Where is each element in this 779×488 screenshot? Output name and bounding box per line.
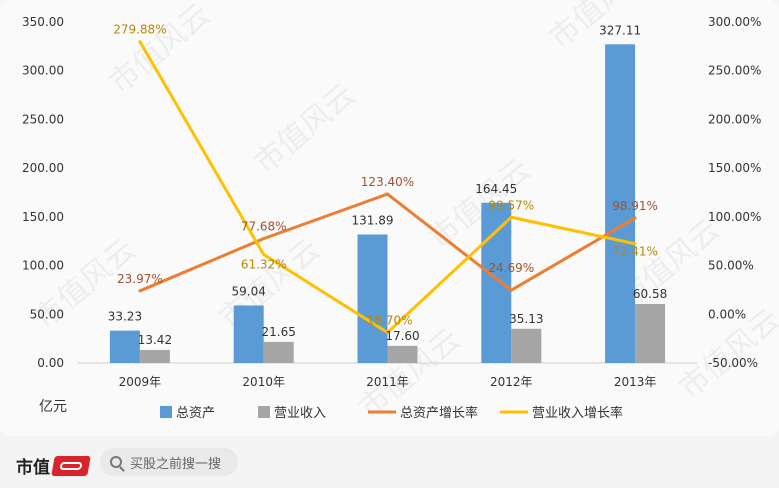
bar-data-label: 17.60 [385,329,419,343]
x-tick-label: 2013年 [614,375,657,389]
y-axis-unit: 亿元 [39,399,67,415]
line-data-label: 23.97% [117,272,163,286]
right-tick-label: 250.00% [708,64,761,78]
line-point [386,192,389,196]
chart-card: 市值风云 市值风云 市值风云 市值风云 市值风云 市值风云 市值风云 市值风云 市值风云 0.0… [22,0,779,427]
right-tick-label: -50.00% [708,356,758,370]
line-point [633,216,637,220]
bar-data-label: 164.45 [475,182,517,196]
x-tick-label: 2012年 [490,375,533,389]
bar-data-label: 131.89 [352,214,394,228]
brand-logo[interactable]: 市值 [16,453,91,478]
x-tick-label: 2009年 [119,375,162,389]
watermark-text: 市值风云 [248,77,362,181]
right-tick-label: 100.00% [708,210,761,224]
right-tick-label: 200.00% [708,112,761,126]
left-tick-label: 100.00 [22,259,64,273]
line-point [138,289,142,293]
left-tick-label: 150.00 [22,210,64,224]
line-data-label: 99.57% [488,198,534,212]
legend-label: 营业收入增长率 [532,405,623,421]
search-box[interactable]: 买股之前搜一搜 [100,448,238,476]
bar-total-assets [109,330,140,363]
watermark-text: 市值风云 [103,0,217,101]
bar-series [109,44,666,364]
bar-total-assets [233,305,264,363]
search-placeholder: 买股之前搜一搜 [130,456,222,472]
brand-mark-icon [51,455,91,476]
x-tick-label: 2010年 [242,375,285,389]
line-series [138,40,637,335]
bar-revenue [139,349,170,363]
line-data-label: 98.91% [612,199,658,213]
line-point [386,331,389,335]
line-point [138,40,142,44]
line-data-label: 123.40% [361,175,414,189]
bar-data-label: 60.58 [633,287,667,301]
bar-data-label: 327.11 [599,23,641,37]
bar-data-label: 35.13 [509,312,543,326]
line-data-label: -18.70% [362,314,412,328]
x-axis-ticks: 2009年 2010年 2011年 2012年 2013年 [119,375,657,389]
legend-swatch [160,406,172,418]
bar-revenue [511,328,542,363]
right-axis-ticks: -50.00% 0.00% 50.00% 100.00% 150.00% 200.00% 2… [708,15,761,370]
right-tick-label: 0.00% [708,307,746,321]
search-icon [110,456,122,468]
right-tick-label: 50.00% [708,259,754,273]
brand-name: 市值 [16,458,50,478]
line-point [262,253,266,257]
legend: 总资产 营业收入 总资产增长率 营业收入增长率 [160,405,623,421]
left-tick-label: 0.00 [37,356,64,370]
legend-label: 营业收入 [274,406,326,421]
left-axis-ticks: 0.00 50.00 100.00 150.00 200.00 250.00 300.00 3… [22,15,64,370]
left-tick-label: 350.00 [22,15,64,29]
data-labels: 33.23 59.04 131.89 164.45 327.11 13.42 21.65 17… [108,23,668,347]
left-tick-label: 200.00 [22,161,64,175]
bar-total-assets [357,234,388,363]
line-data-label: 24.69% [488,261,534,275]
bar-data-label: 59.04 [232,284,266,298]
right-tick-label: 300.00% [708,15,761,29]
line-point [633,242,637,246]
legend-swatch [258,406,270,418]
line-data-label: 77.68% [241,220,287,234]
right-tick-label: 150.00% [708,161,761,175]
footer-bar: 市值 买股之前搜一搜 [0,436,779,488]
legend-label: 总资产 [176,406,215,421]
bar-total-assets [605,44,636,364]
line-data-label: 279.88% [113,23,166,37]
line-data-label: 61.32% [241,258,287,272]
left-tick-label: 250.00 [22,112,64,126]
line-point [509,215,513,219]
bar-data-label: 13.42 [138,333,172,347]
bar-data-label: 21.65 [262,325,296,339]
bar-total-assets [481,202,512,363]
line-point [509,288,513,292]
line-point [262,237,266,241]
line-data-label: 72.41% [612,245,658,259]
x-tick-label: 2011年 [366,375,409,389]
legend-label: 总资产增长率 [400,405,478,421]
bar-revenue [263,341,294,363]
left-tick-label: 50.00 [30,307,64,321]
left-tick-label: 300.00 [22,64,64,78]
bar-revenue [387,345,418,363]
bar-data-label: 33.23 [108,310,142,324]
bar-revenue [635,303,666,363]
